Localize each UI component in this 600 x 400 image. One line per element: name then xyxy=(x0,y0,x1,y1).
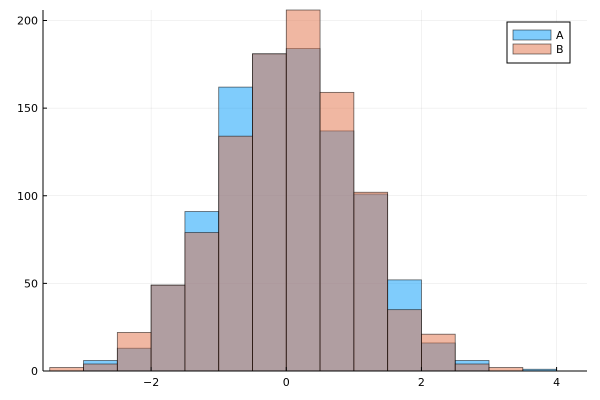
bar-b xyxy=(387,309,422,372)
bar-b xyxy=(421,333,456,372)
y-tick-label: 200 xyxy=(17,15,38,28)
bar-b xyxy=(454,363,490,372)
bar-b xyxy=(252,53,287,372)
x-tick-label: 2 xyxy=(418,376,425,389)
bar-b xyxy=(49,367,84,372)
series-b-bars xyxy=(49,9,524,372)
y-tick-label: 150 xyxy=(17,102,38,115)
bar-b xyxy=(218,135,253,372)
legend-swatch-b xyxy=(512,43,552,55)
axes: −2 0 2 4 0 50 100 150 200 xyxy=(17,10,587,389)
x-tick-label: 4 xyxy=(553,376,560,389)
bar-b xyxy=(488,367,524,372)
legend-label-a: A xyxy=(556,29,564,42)
bar-b xyxy=(150,284,186,372)
legend: AB xyxy=(506,21,571,64)
x-tick-label: −2 xyxy=(143,376,159,389)
y-tick-label: 50 xyxy=(24,277,38,290)
bars xyxy=(49,9,557,372)
legend-swatch-a xyxy=(512,29,552,41)
legend-box xyxy=(506,21,571,64)
x-tick-label: 0 xyxy=(283,376,290,389)
bar-b xyxy=(83,363,118,372)
bar-b xyxy=(353,191,389,372)
bar-b xyxy=(285,9,321,372)
y-tick-label: 0 xyxy=(31,365,38,378)
y-tick-label: 100 xyxy=(17,190,38,203)
bar-b xyxy=(319,91,355,372)
legend-label-b: B xyxy=(556,43,564,56)
bar-b xyxy=(116,332,152,372)
bar-b xyxy=(184,232,220,372)
